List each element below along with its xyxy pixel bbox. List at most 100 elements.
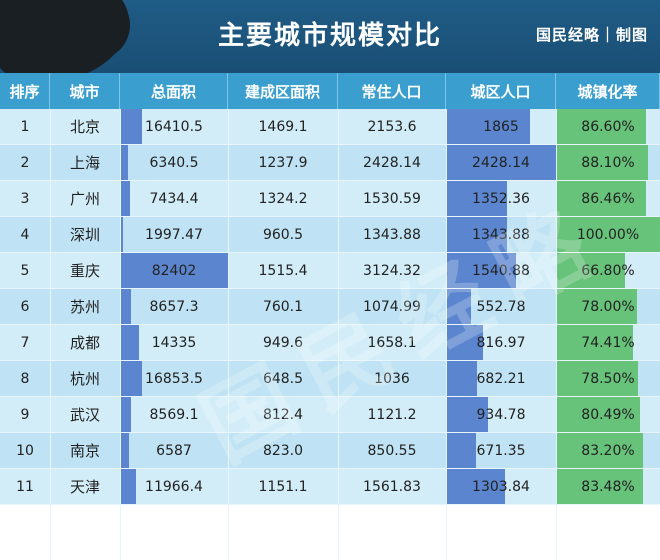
table-row (0, 253, 660, 289)
scribble-blot (60, 0, 130, 60)
cell-urban-pop: 682.21 (476, 371, 526, 387)
cell-city: 上海 (69, 154, 100, 172)
row-divider (0, 180, 660, 181)
cell-rank: 7 (20, 335, 30, 351)
row-divider (0, 216, 660, 217)
cell-built-area: 812.4 (262, 407, 304, 423)
cell-resident-pop: 1530.59 (363, 191, 421, 207)
cell-built-area: 949.6 (262, 335, 304, 351)
column-header: 城镇化率 (556, 73, 660, 109)
cell-total-area: 6340.5 (149, 155, 199, 171)
cell-urban-pop: 2428.14 (472, 155, 530, 171)
cell-urban-pop: 1343.88 (472, 227, 530, 243)
cell-urban-pop: 671.35 (476, 443, 526, 459)
total-area-bar (120, 361, 143, 397)
total-area-bar (120, 325, 139, 361)
urban-pop-bar (446, 145, 556, 181)
cell-total-area: 8569.1 (149, 407, 199, 423)
urban-rate-bar (556, 181, 646, 217)
cell-total-area: 1997.47 (145, 227, 203, 243)
cell-urban-rate: 83.48% (581, 479, 635, 495)
cell-rank: 2 (20, 155, 30, 171)
urban-pop-bar (446, 289, 472, 325)
cell-urban-pop: 552.78 (476, 299, 526, 315)
cell-urban-pop: 1352.36 (472, 191, 530, 207)
table-row (0, 217, 660, 253)
cell-rank: 10 (16, 443, 34, 459)
cell-built-area: 760.1 (262, 299, 304, 315)
row-divider (0, 252, 660, 253)
column-header: 总面积 (120, 73, 228, 109)
cell-total-area: 7434.4 (149, 191, 199, 207)
cell-resident-pop: 2428.14 (363, 155, 421, 171)
cell-resident-pop: 1343.88 (363, 227, 421, 243)
urban-rate-bar (556, 325, 634, 361)
cell-resident-pop: 2153.6 (367, 119, 417, 135)
column-divider (556, 109, 557, 560)
cell-urban-rate: 88.10% (581, 155, 635, 171)
row-divider (0, 504, 660, 505)
table-row (0, 109, 660, 145)
table-row (0, 181, 660, 217)
cell-built-area: 1237.9 (258, 155, 308, 171)
urban-pop-bar (446, 217, 507, 253)
cell-total-area: 82402 (151, 263, 197, 279)
urban-pop-bar (446, 325, 483, 361)
total-area-bar (120, 109, 142, 145)
total-area-bar (120, 217, 123, 253)
cell-urban-rate: 78.50% (581, 371, 635, 387)
row-divider (0, 432, 660, 433)
column-header: 常住人口 (338, 73, 446, 109)
table-row (0, 361, 660, 397)
cell-built-area: 1469.1 (258, 119, 308, 135)
urban-rate-bar (556, 433, 643, 469)
row-divider (0, 396, 660, 397)
urban-pop-bar (446, 361, 477, 397)
cell-urban-pop: 816.97 (476, 335, 526, 351)
urban-rate-bar (556, 145, 648, 181)
cell-built-area: 823.0 (262, 443, 304, 459)
cell-rank: 9 (20, 407, 30, 423)
cell-urban-pop: 1865 (483, 119, 519, 135)
cell-total-area: 8657.3 (149, 299, 199, 315)
cell-urban-rate: 66.80% (581, 263, 635, 279)
cell-rank: 1 (20, 119, 30, 135)
column-header: 建成区面积 (228, 73, 338, 109)
cell-built-area: 960.5 (262, 227, 304, 243)
urban-pop-bar (446, 253, 516, 289)
chart-title: 主要城市规模对比 (217, 21, 442, 51)
cell-urban-rate: 83.20% (581, 443, 635, 459)
total-area-bar (120, 253, 228, 289)
total-area-bar (120, 181, 130, 217)
table-row (0, 289, 660, 325)
cell-city: 南京 (69, 442, 100, 460)
urban-pop-bar (446, 469, 506, 505)
urban-pop-bar (446, 433, 477, 469)
cell-resident-pop: 3124.32 (363, 263, 421, 279)
urban-rate-bar (556, 217, 660, 253)
total-area-bar (120, 145, 129, 181)
cell-urban-rate: 74.41% (581, 335, 635, 351)
cell-city: 广州 (69, 190, 100, 208)
cell-built-area: 1151.1 (258, 479, 308, 495)
row-divider (0, 468, 660, 469)
total-area-bar (120, 289, 132, 325)
cell-resident-pop: 1036 (374, 371, 410, 387)
cell-total-area: 16410.5 (145, 119, 203, 135)
cell-city: 杭州 (69, 370, 100, 388)
cell-rank: 11 (16, 479, 34, 495)
urban-rate-bar (556, 469, 643, 505)
cell-city: 武汉 (69, 406, 100, 424)
total-area-bar (120, 469, 136, 505)
column-header: 城区人口 (446, 73, 556, 109)
cell-rank: 6 (20, 299, 30, 315)
column-divider (338, 109, 339, 560)
cell-resident-pop: 1561.83 (363, 479, 421, 495)
urban-pop-bar (446, 397, 489, 433)
cell-resident-pop: 1074.99 (363, 299, 421, 315)
total-area-bar (120, 433, 129, 469)
row-divider (0, 324, 660, 325)
row-divider (0, 144, 660, 145)
row-divider (0, 360, 660, 361)
